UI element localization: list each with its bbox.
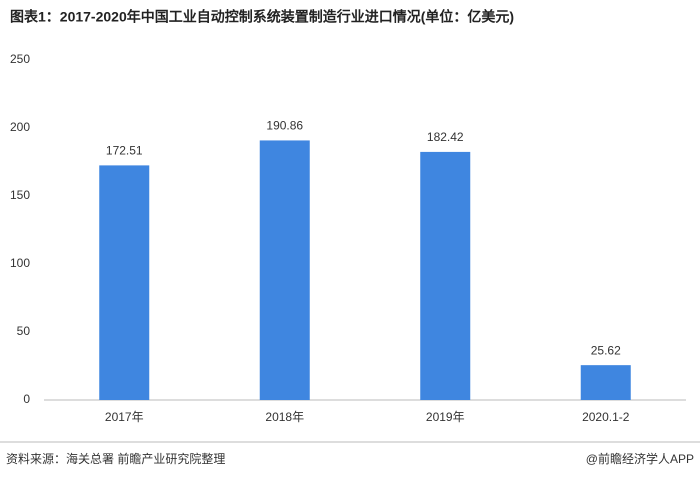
bar: [420, 151, 471, 400]
value-label: 25.62: [591, 343, 621, 357]
bar: [99, 165, 150, 400]
chart-title: 图表1：2017-2020年中国工业自动控制系统装置制造行业进口情况(单位：亿美…: [10, 9, 514, 25]
source-note: 资料来源：海关总署 前瞻产业研究院整理: [6, 451, 225, 466]
x-tick-label: 2019年: [426, 410, 465, 424]
x-tick-label: 2020.1-2: [582, 410, 630, 424]
bar: [580, 365, 631, 400]
credit: @前瞻经济学人APP: [586, 451, 694, 466]
y-tick-label: 200: [10, 120, 30, 134]
value-label: 172.51: [106, 144, 143, 158]
y-tick-label: 50: [17, 324, 31, 338]
y-tick-label: 100: [10, 256, 30, 270]
value-label: 182.42: [427, 130, 464, 144]
y-tick-label: 0: [23, 392, 30, 406]
y-tick-label: 150: [10, 188, 30, 202]
y-tick-label: 250: [10, 52, 30, 66]
x-tick-label: 2017年: [105, 410, 144, 424]
value-label: 190.86: [266, 119, 303, 133]
x-tick-label: 2018年: [265, 410, 304, 424]
bar: [259, 140, 310, 400]
